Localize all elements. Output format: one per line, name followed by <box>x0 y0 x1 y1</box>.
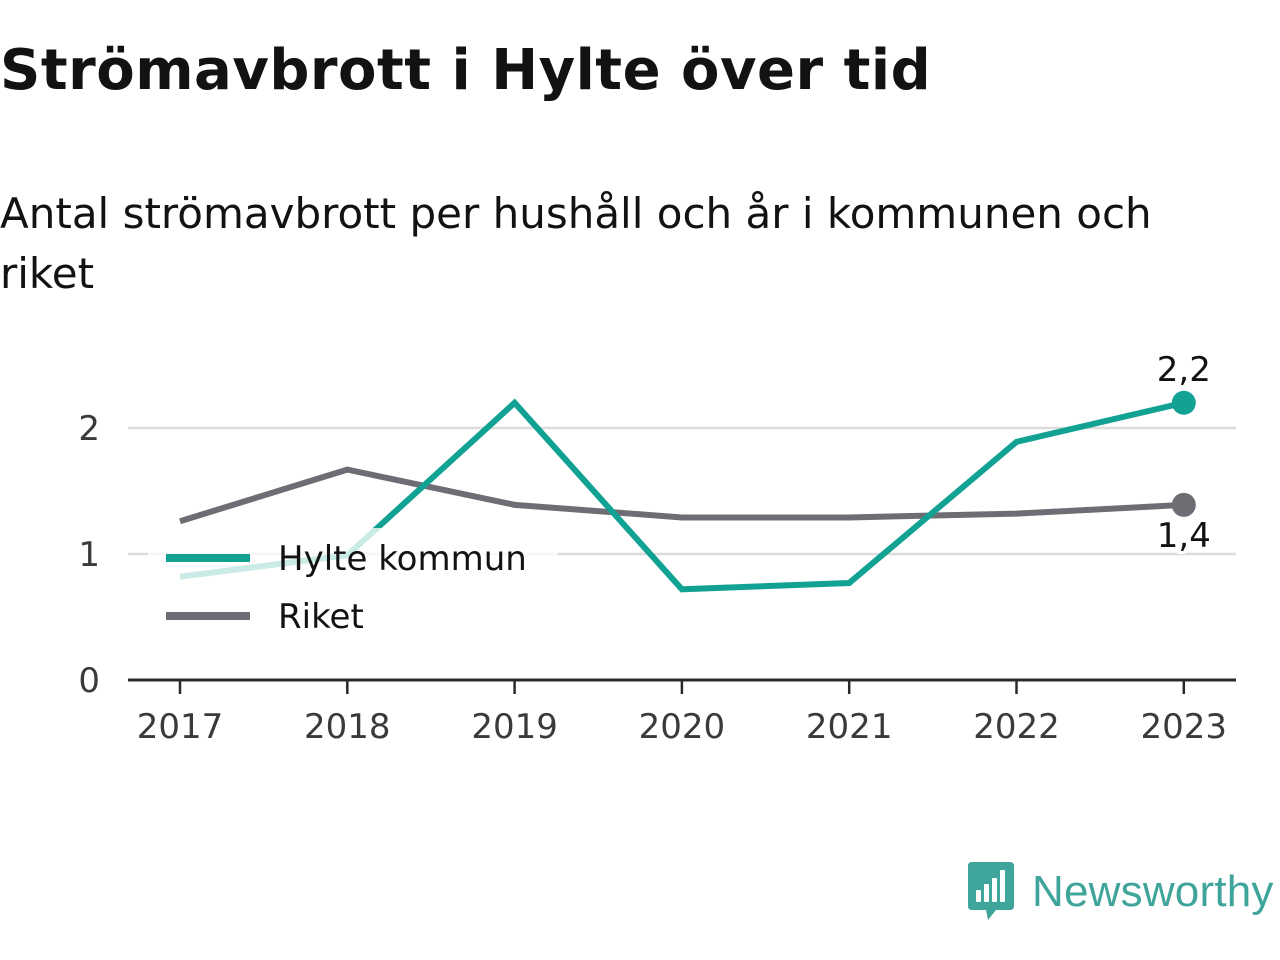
end-label: 2,2 <box>1157 350 1211 390</box>
legend: Hylte kommun Riket <box>148 528 558 644</box>
y-tick-label: 1 <box>78 535 100 575</box>
legend-backdrop <box>148 528 558 644</box>
chart-title: Strömavbrott i Hylte över tid <box>0 38 932 103</box>
legend-label: Riket <box>278 597 364 637</box>
brand-logo: Newsworthy <box>966 862 1274 922</box>
series-line-1 <box>179 466 1184 525</box>
y-tick-label: 2 <box>78 409 100 449</box>
series-end-point-1 <box>1171 492 1196 517</box>
x-axis: 0 1 2 2017 2018 2019 2020 2021 2022 2023 <box>78 409 1236 747</box>
x-tick-label: 2017 <box>137 707 224 747</box>
x-tick-label: 2019 <box>471 707 558 747</box>
legend-label: Hylte kommun <box>278 539 527 579</box>
brand-name: Newsworthy <box>1032 867 1274 916</box>
end-labels: 2,2 1,4 <box>1154 350 1214 559</box>
x-tick-label: 2020 <box>639 707 726 747</box>
x-tick-label: 2022 <box>973 707 1060 747</box>
x-tick-label: 2018 <box>304 707 391 747</box>
end-label: 1,4 <box>1157 516 1211 556</box>
series-end-point-0 <box>1171 390 1196 415</box>
y-tick-label: 0 <box>78 661 100 701</box>
x-tick-label: 2021 <box>806 707 893 747</box>
newsworthy-logo-icon <box>968 862 1014 920</box>
x-tick-label: 2023 <box>1141 707 1228 747</box>
chart-subtitle: Antal strömavbrott per hushåll och år i … <box>0 189 1152 298</box>
